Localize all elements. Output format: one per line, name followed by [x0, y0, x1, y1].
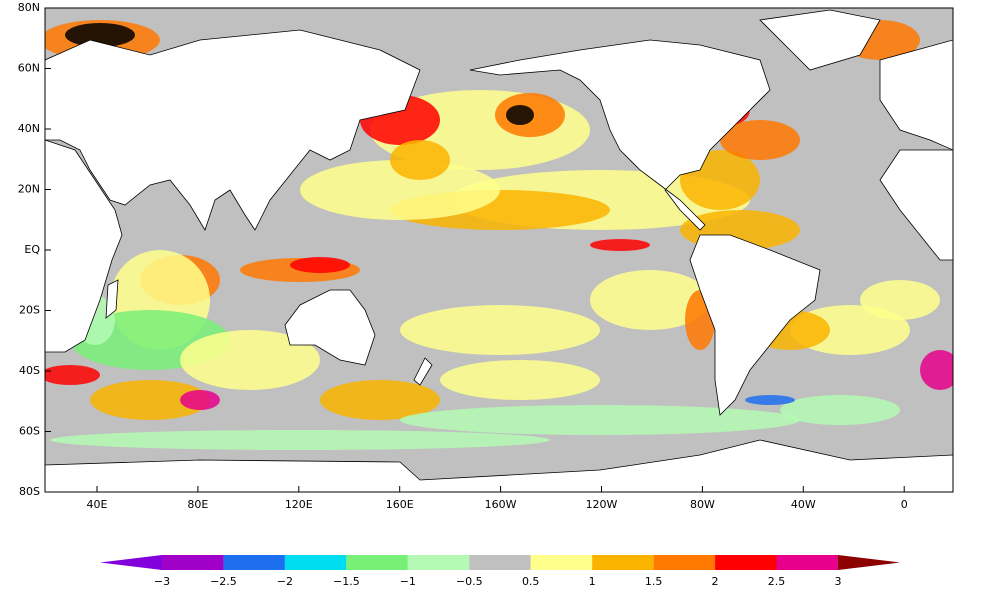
lat-label: 80N — [18, 1, 40, 14]
anomaly-blob — [720, 120, 800, 160]
colorbar-label: −2.5 — [210, 575, 237, 588]
colorbar-box — [776, 555, 838, 570]
lon-label: 80W — [690, 498, 715, 511]
madagascar — [105, 279, 119, 319]
colorbar-label: −0.5 — [456, 575, 483, 588]
lon-label: 160E — [386, 498, 414, 511]
europe — [879, 39, 953, 151]
anomaly-blob — [300, 160, 500, 220]
lat-label: 20S — [19, 304, 40, 317]
anomaly-blob — [320, 380, 440, 420]
anomaly-blob — [780, 395, 900, 425]
anomaly-blob — [440, 360, 600, 400]
anomaly-blob — [45, 365, 100, 385]
lat-label: 60S — [19, 425, 40, 438]
axes: 80N 60N 40N 20N EQ 20S 40S 60S 80S 40E 80E 120E 160E… — [18, 1, 908, 511]
colorbar-label: 1.5 — [645, 575, 663, 588]
lat-label: 40N — [18, 122, 40, 135]
lat-label: EQ — [24, 243, 40, 256]
colorbar-label: 2 — [712, 575, 719, 588]
lon-label: 120W — [586, 498, 618, 511]
lon-label: 80E — [187, 498, 208, 511]
colorbar-label: 0.5 — [522, 575, 540, 588]
anomaly-blob — [90, 380, 210, 420]
anomaly-blob — [180, 390, 220, 410]
anomaly-blob — [590, 270, 710, 330]
colorbar-box — [715, 555, 777, 570]
africa-west — [879, 149, 953, 261]
colorbar-box — [223, 555, 285, 570]
colorbar-box — [346, 555, 408, 570]
lon-label: 40W — [791, 498, 816, 511]
anomaly-blob — [506, 105, 534, 125]
colorbar-box — [469, 555, 531, 570]
australia — [284, 289, 376, 366]
lon-label: 0 — [901, 498, 908, 511]
lat-label: 80S — [19, 485, 40, 498]
colorbar-label: −2 — [277, 575, 293, 588]
land — [45, 9, 953, 492]
lon-label: 160W — [485, 498, 517, 511]
anomaly-blob — [400, 405, 800, 435]
south-america — [689, 234, 821, 416]
colorbar-label: 1 — [589, 575, 596, 588]
anomaly-blob — [290, 257, 350, 273]
colorbar-box — [284, 555, 347, 570]
lat-label: 20N — [18, 183, 40, 196]
colorbar-box — [407, 555, 470, 570]
north-america — [469, 39, 771, 231]
colorbar-above — [837, 555, 900, 570]
anomaly-blob — [745, 395, 795, 405]
greenland — [759, 9, 881, 71]
anomaly-blob — [400, 305, 600, 355]
colorbar-label: 3 — [834, 575, 841, 588]
anomaly-blob — [65, 23, 135, 47]
anomaly-blob — [390, 140, 450, 180]
lat-label: 60N — [18, 62, 40, 75]
africa — [45, 139, 123, 353]
anomaly-blob — [590, 239, 650, 251]
anomaly-blob — [180, 330, 320, 390]
asia — [45, 29, 421, 231]
lon-label: 120E — [285, 498, 313, 511]
antarctica — [45, 439, 953, 492]
colorbar-below — [100, 555, 162, 570]
anomaly-blob — [920, 350, 953, 390]
colorbar-label: −1.5 — [333, 575, 360, 588]
lat-label: 40S — [19, 364, 40, 377]
colorbar-box — [162, 555, 224, 570]
new-zealand — [413, 357, 433, 386]
colorbar-box — [592, 555, 654, 570]
colorbar-label: 2.5 — [768, 575, 786, 588]
colorbar-box — [530, 555, 593, 570]
colorbar-label: −1 — [400, 575, 416, 588]
colorbar-label: −3 — [154, 575, 170, 588]
anomaly-blob — [860, 280, 940, 320]
lon-label: 40E — [87, 498, 108, 511]
colorbar: −3 −2.5 −2 −1.5 −1 −0.5 0.5 1 1.5 2 2.5 3 — [100, 555, 900, 588]
anomaly-blob — [50, 430, 550, 450]
colorbar-box — [653, 555, 716, 570]
